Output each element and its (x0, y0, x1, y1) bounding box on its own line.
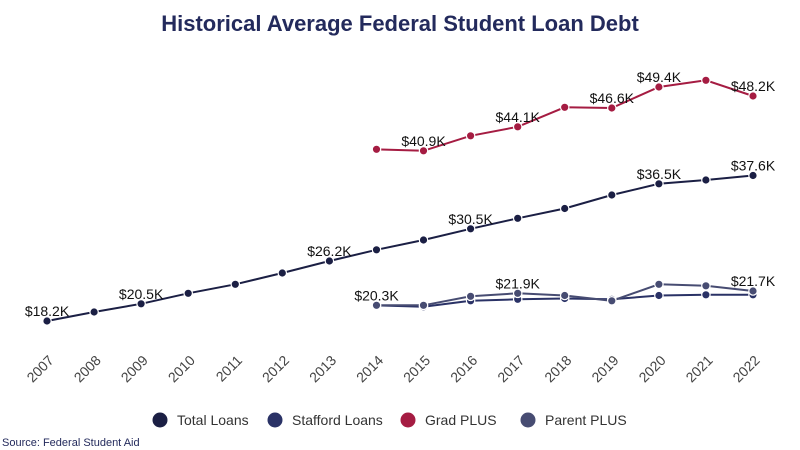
legend-label-total-loans: Total Loans (177, 412, 249, 428)
data-point-grad-plus-2019 (606, 103, 617, 113)
x-tick-label-2015: 2015 (400, 352, 433, 385)
data-point-total-loans-2014 (371, 245, 382, 255)
data-point-grad-plus-2016 (465, 131, 476, 141)
data-label-parent-plus-2022: $21.7K (731, 273, 776, 289)
data-point-total-loans-2011 (230, 279, 241, 290)
x-tick-label-2012: 2012 (259, 352, 292, 385)
x-tick-label-2020: 2020 (635, 352, 668, 385)
data-label-grad-plus-2019: $46.6K (590, 90, 635, 106)
source-note: Source: Federal Student Aid (2, 437, 140, 449)
data-point-grad-plus-2015 (418, 146, 429, 156)
data-label-parent-plus-2017: $21.9K (496, 275, 541, 291)
x-tick-label-2021: 2021 (682, 352, 715, 385)
data-label-grad-plus-2020: $49.4K (637, 69, 682, 85)
data-point-stafford-loans-2021 (701, 289, 711, 300)
data-point-parent-plus-2014 (371, 300, 382, 311)
data-point-total-loans-2018 (559, 203, 570, 214)
data-point-total-loans-2019 (606, 190, 617, 200)
data-point-grad-plus-2017 (512, 122, 523, 132)
x-tick-label-2016: 2016 (447, 352, 480, 385)
legend-item-parent-plus: Parent PLUS (520, 412, 627, 428)
data-label-total-loans-2013: $26.2K (307, 243, 352, 259)
data-label-total-loans-2016: $30.5K (448, 211, 493, 227)
data-point-grad-plus-2022 (748, 91, 758, 101)
legend-label-grad-plus: Grad PLUS (425, 412, 497, 428)
series-points (42, 75, 758, 326)
data-point-total-loans-2016 (465, 224, 476, 234)
x-tick-label-2022: 2022 (729, 352, 762, 385)
legend: Total Loans Stafford Loans Grad PLUS Parent… (152, 412, 627, 428)
data-point-stafford-loans-2020 (654, 290, 664, 301)
data-label-parent-plus-2014: $20.3K (354, 287, 399, 303)
data-label-grad-plus-2017: $44.1K (496, 109, 541, 125)
data-point-total-loans-2012 (277, 268, 288, 278)
series-line-total-loans (46, 174, 754, 322)
legend-item-total-loans: Total Loans (152, 412, 249, 428)
legend-marker-total-loans (152, 412, 168, 428)
data-point-parent-plus-2018 (559, 290, 570, 301)
data-point-parent-plus-2015 (418, 300, 429, 311)
data-point-total-loans-2015 (418, 235, 429, 245)
legend-label-parent-plus: Parent PLUS (545, 412, 627, 428)
data-label-grad-plus-2015: $40.9K (401, 133, 446, 149)
legend-item-stafford-loans: Stafford Loans (267, 412, 383, 428)
x-tick-label-2017: 2017 (494, 352, 527, 385)
data-point-grad-plus-2014 (371, 144, 382, 155)
data-point-total-loans-2017 (512, 213, 523, 224)
data-point-total-loans-2020 (654, 179, 664, 189)
data-point-total-loans-2022 (748, 170, 758, 181)
x-tick-label-2011: 2011 (213, 352, 246, 385)
data-point-total-loans-2010 (183, 288, 193, 299)
legend-label-stafford-loans: Stafford Loans (292, 412, 383, 428)
x-axis-ticks: 2007 2008 2009 2010 2011 2012 2013 2014 2015 2016… (23, 352, 762, 385)
data-point-grad-plus-2020 (654, 82, 664, 92)
legend-marker-stafford-loans (267, 412, 283, 428)
x-tick-label-2018: 2018 (541, 352, 574, 385)
x-tick-label-2010: 2010 (165, 352, 198, 385)
data-point-parent-plus-2016 (465, 291, 476, 302)
data-point-total-loans-2013 (324, 256, 335, 266)
legend-item-grad-plus: Grad PLUS (400, 412, 497, 428)
x-tick-label-2014: 2014 (353, 352, 386, 385)
x-tick-label-2007: 2007 (23, 352, 56, 385)
x-tick-label-2008: 2008 (71, 352, 104, 385)
data-label-total-loans-2020: $36.5K (637, 166, 682, 182)
x-tick-label-2019: 2019 (588, 352, 621, 385)
data-point-parent-plus-2020 (654, 279, 664, 290)
data-point-parent-plus-2022 (748, 286, 758, 296)
data-label-grad-plus-2022: $48.2K (731, 78, 776, 94)
data-point-total-loans-2021 (701, 175, 711, 185)
data-label-total-loans-2007: $18.2K (25, 303, 70, 319)
data-point-grad-plus-2018 (559, 102, 570, 113)
x-tick-label-2009: 2009 (118, 352, 151, 385)
data-point-total-loans-2009 (136, 298, 146, 309)
legend-marker-grad-plus (400, 412, 416, 428)
data-point-total-loans-2007 (42, 316, 52, 326)
legend-marker-parent-plus (520, 412, 536, 428)
data-point-parent-plus-2019 (606, 295, 617, 306)
data-point-grad-plus-2021 (701, 75, 711, 86)
data-point-total-loans-2008 (89, 307, 99, 317)
chart-title: Historical Average Federal Student Loan … (161, 11, 639, 36)
data-point-parent-plus-2021 (701, 280, 711, 291)
data-label-total-loans-2022: $37.6K (731, 158, 776, 174)
data-labels: $18.2K $20.5K $26.2K $30.5K $36.5K $37.6K $40.… (25, 69, 776, 319)
x-tick-label-2013: 2013 (306, 352, 339, 385)
data-point-parent-plus-2017 (512, 288, 523, 299)
data-label-total-loans-2009: $20.5K (119, 286, 164, 302)
